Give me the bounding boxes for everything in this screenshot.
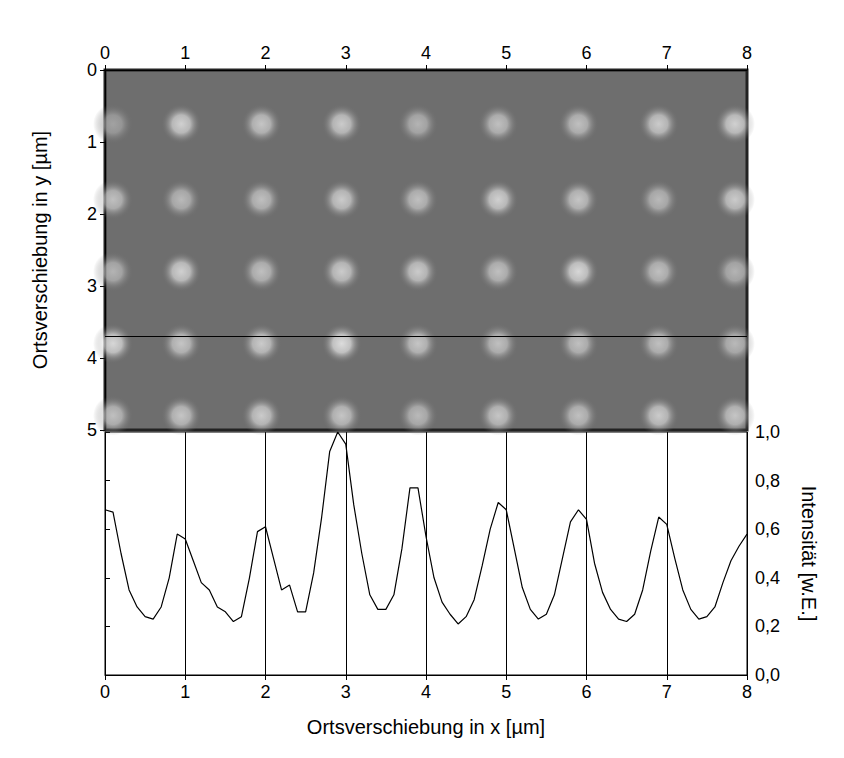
svg-text:4: 4	[421, 43, 431, 63]
svg-text:0,4: 0,4	[755, 568, 780, 588]
svg-text:0: 0	[100, 682, 110, 702]
svg-text:5: 5	[501, 682, 511, 702]
svg-text:1,0: 1,0	[755, 422, 780, 442]
svg-text:6: 6	[581, 682, 591, 702]
svg-text:2: 2	[87, 204, 97, 224]
svg-text:4: 4	[87, 348, 97, 368]
svg-text:5: 5	[501, 43, 511, 63]
svg-text:4: 4	[421, 682, 431, 702]
svg-text:0: 0	[100, 43, 110, 63]
svg-text:0: 0	[87, 60, 97, 80]
svg-text:8: 8	[742, 43, 752, 63]
svg-text:0,2: 0,2	[755, 616, 780, 636]
svg-text:1: 1	[180, 43, 190, 63]
svg-text:Intensität [w.E.]: Intensität [w.E.]	[798, 486, 820, 622]
svg-text:3: 3	[341, 43, 351, 63]
svg-text:8: 8	[742, 682, 752, 702]
svg-text:0,0: 0,0	[755, 665, 780, 685]
svg-text:0,6: 0,6	[755, 519, 780, 539]
svg-text:3: 3	[87, 276, 97, 296]
svg-text:7: 7	[662, 43, 672, 63]
svg-text:1: 1	[180, 682, 190, 702]
svg-text:2: 2	[260, 43, 270, 63]
svg-text:1: 1	[87, 132, 97, 152]
svg-text:3: 3	[341, 682, 351, 702]
svg-text:Ortsverschiebung in x [µm]: Ortsverschiebung in x [µm]	[307, 716, 545, 738]
svg-text:2: 2	[260, 682, 270, 702]
svg-text:7: 7	[662, 682, 672, 702]
svg-text:0,8: 0,8	[755, 471, 780, 491]
svg-text:6: 6	[581, 43, 591, 63]
svg-text:Ortsverschiebung in y [µm]: Ortsverschiebung in y [µm]	[29, 131, 51, 369]
svg-text:5: 5	[87, 420, 97, 440]
